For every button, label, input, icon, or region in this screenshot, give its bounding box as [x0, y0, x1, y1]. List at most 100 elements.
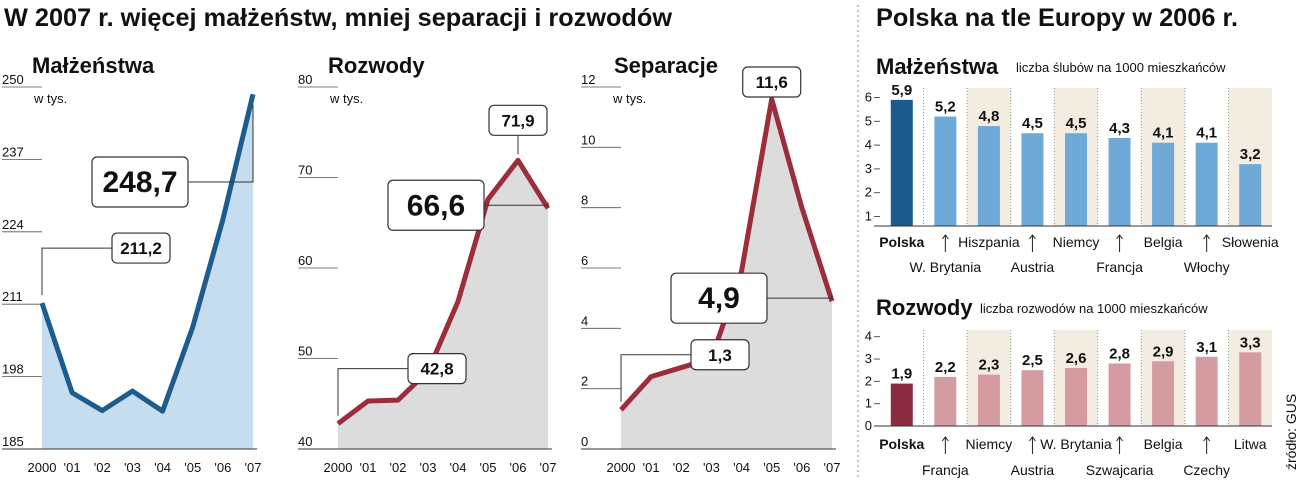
- label-box: [690, 339, 750, 371]
- value-label: 11,6: [756, 73, 788, 92]
- x-tick-label: '03: [703, 460, 720, 475]
- bar: [1065, 133, 1087, 226]
- x-tick-label: '02: [673, 460, 690, 475]
- label-box: [407, 353, 467, 385]
- arrow: [1203, 234, 1211, 252]
- bar: [1021, 133, 1044, 226]
- label-box: [742, 66, 802, 98]
- connector: [620, 354, 691, 402]
- x-tick-label: '01: [643, 460, 660, 475]
- label-box: [670, 272, 768, 324]
- x-tick-label: '01: [64, 460, 81, 475]
- arrow: [1116, 436, 1123, 454]
- label-box: [488, 104, 548, 136]
- unit-label: w tys.: [612, 91, 646, 106]
- x-tick-label: Austria: [1011, 259, 1055, 275]
- x-tick-label: Hiszpania: [958, 234, 1020, 250]
- value-label: 42,8: [420, 360, 453, 379]
- x-tick-label: Litwa: [1234, 436, 1267, 452]
- y-tick-label: 60: [298, 253, 312, 268]
- x-tick-label: '05: [184, 460, 201, 475]
- chart-title: Małżeństwa: [32, 53, 155, 78]
- x-tick-label: Polska: [879, 234, 924, 250]
- y-tick-label: 0: [581, 434, 588, 449]
- connector: [337, 368, 408, 416]
- bar: [1108, 363, 1131, 426]
- x-tick-label: W. Brytania: [1040, 436, 1112, 452]
- x-tick-label: Austria: [1011, 462, 1055, 478]
- y-tick-label: 3: [865, 161, 872, 176]
- value-label: 2,2: [935, 359, 956, 376]
- bar: [934, 116, 957, 226]
- value-label: 5,2: [935, 99, 956, 116]
- bar: [934, 376, 957, 426]
- main-title: W 2007 r. więcej małżeństw, mniej separa…: [4, 4, 673, 32]
- y-tick-label: 224: [2, 217, 24, 232]
- x-tick-label: '06: [793, 460, 810, 475]
- y-tick-label: 1: [865, 208, 872, 223]
- bar: [1152, 361, 1175, 426]
- value-label: 3,2: [1240, 146, 1261, 163]
- y-tick-label: 50: [298, 344, 312, 359]
- value-label: 5,9: [891, 82, 912, 99]
- source: źródło: GUS: [1283, 394, 1299, 470]
- bar: [1239, 164, 1262, 226]
- y-tick-label: 2: [865, 373, 872, 388]
- connector: [484, 202, 549, 206]
- bar: [1195, 356, 1218, 426]
- x-tick-label: Niemcy: [1053, 234, 1100, 250]
- x-tick-label: '07: [245, 460, 262, 475]
- area: [42, 94, 253, 450]
- value-label: 4,1: [1196, 125, 1217, 142]
- value-label: 2,8: [1109, 345, 1130, 362]
- area: [621, 99, 832, 450]
- y-tick-label: 12: [581, 72, 595, 87]
- arrow: [1029, 436, 1036, 454]
- x-tick-label: Włochy: [1184, 259, 1230, 275]
- connector: [41, 247, 112, 296]
- x-tick-label: '04: [733, 460, 750, 475]
- y-tick-label: 198: [2, 362, 24, 377]
- x-tick-label: '03: [124, 460, 141, 475]
- bar: [1021, 370, 1044, 426]
- x-tick-label: 2000: [324, 460, 353, 475]
- bar: [890, 99, 913, 226]
- y-tick-label: 1: [865, 396, 872, 411]
- value-label: 4,3: [1109, 120, 1130, 137]
- x-tick-label: Belgia: [1144, 234, 1183, 250]
- x-tick-label: '06: [510, 460, 527, 475]
- value-label: 2,9: [1153, 343, 1174, 360]
- arrow: [1116, 234, 1123, 252]
- y-tick-label: 4: [865, 137, 872, 152]
- connector: [188, 104, 254, 183]
- chart-title: Separacje: [614, 53, 718, 78]
- y-tick-label: 80: [298, 72, 312, 87]
- y-tick-label: 2: [581, 374, 588, 389]
- area: [338, 160, 548, 449]
- y-tick-label: 4: [581, 313, 588, 328]
- value-label: 1,9: [891, 366, 912, 383]
- x-tick-label: Niemcy: [966, 436, 1013, 452]
- y-tick-label: 5: [865, 113, 872, 128]
- x-tick-label: '07: [824, 460, 841, 475]
- unit-label: w tys.: [33, 91, 67, 106]
- y-tick-label: 185: [2, 434, 24, 449]
- value-label: 248,7: [102, 166, 177, 199]
- value-label: 211,2: [120, 239, 162, 258]
- x-tick-label: Czechy: [1183, 462, 1230, 478]
- x-tick-label: 2000: [607, 460, 636, 475]
- x-tick-label: '05: [763, 460, 780, 475]
- value-label: 1,3: [708, 346, 732, 365]
- x-tick-label: '06: [214, 460, 231, 475]
- chart-title: Małżeństwa: [876, 54, 999, 79]
- chart-title: Rozwody: [328, 53, 425, 78]
- y-tick-label: 6: [865, 90, 872, 105]
- value-label: 66,6: [407, 189, 465, 222]
- value-label: 4,9: [698, 282, 740, 315]
- y-tick-label: 40: [298, 434, 312, 449]
- y-tick-label: 8: [581, 193, 588, 208]
- bar: [977, 126, 1000, 226]
- bar: [1065, 367, 1087, 426]
- chart-subtitle: liczba ślubów na 1000 mieszkańców: [1016, 60, 1226, 75]
